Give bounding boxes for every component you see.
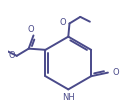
Text: O: O	[9, 51, 15, 60]
Text: O: O	[27, 25, 34, 34]
Text: O: O	[112, 68, 119, 77]
Text: NH: NH	[62, 93, 75, 102]
Text: O: O	[60, 18, 67, 27]
